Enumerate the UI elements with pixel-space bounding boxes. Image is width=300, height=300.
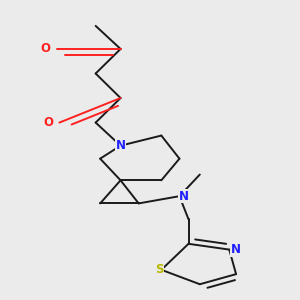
Text: N: N	[116, 139, 126, 152]
Text: O: O	[41, 43, 51, 56]
Text: N: N	[179, 190, 189, 203]
Text: N: N	[231, 243, 241, 256]
Text: O: O	[43, 116, 53, 129]
Text: S: S	[155, 263, 163, 276]
